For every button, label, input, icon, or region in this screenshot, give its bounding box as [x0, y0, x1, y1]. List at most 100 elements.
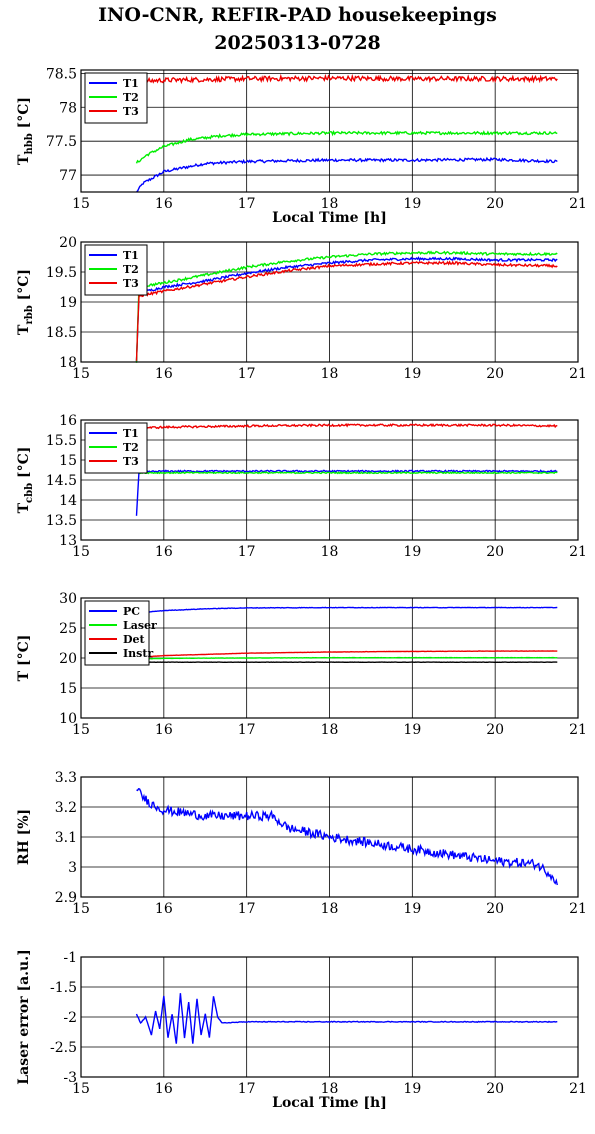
- legend-label: T1: [123, 77, 139, 90]
- legend-label: T1: [123, 249, 139, 262]
- legend-label: Det: [123, 633, 146, 646]
- panel-6: 15 16 17 18 19 20 21 -3 -2.5 -2 -1.5 -1 Local Time […: [16, 949, 587, 1111]
- x-tick-label: 19: [403, 366, 421, 382]
- y-tick-label: 3.2: [55, 800, 77, 816]
- panel-5: 15 16 17 18 19 20 21 2.9 3 3.1 3.2 3.3 RH [%]: [16, 770, 587, 917]
- x-tick-label: 18: [321, 722, 339, 738]
- panel-1: 15 16 17 18 19 20 21 77 77.5 78 78.5 Local Time [h]…: [16, 66, 587, 226]
- x-tick-label: 17: [238, 196, 256, 212]
- series-line-det: [136, 650, 558, 659]
- x-tick-label: 15: [72, 722, 90, 738]
- y-tick-label: 13.5: [46, 513, 77, 529]
- y-tick-label: 78.5: [46, 66, 77, 82]
- plot-frame: [80, 956, 579, 1078]
- y-tick-label: 15: [59, 453, 77, 469]
- legend-label: T2: [123, 91, 139, 104]
- legend-label: Laser: [123, 619, 157, 632]
- y-tick-label: 3: [68, 860, 77, 876]
- x-tick-label: 19: [403, 1081, 421, 1097]
- x-tick-label: 17: [238, 366, 256, 382]
- y-tick-label: 15.5: [46, 433, 77, 449]
- legend-label: T3: [123, 105, 139, 118]
- y-tick-label: 25: [59, 621, 77, 637]
- x-tick-label: 20: [486, 1081, 504, 1097]
- x-tick-label: 16: [155, 1081, 173, 1097]
- y-tick-label: 19: [59, 295, 77, 311]
- x-tick-label: 20: [486, 901, 504, 917]
- x-tick-label: 20: [486, 544, 504, 560]
- x-tick-label: 20: [486, 366, 504, 382]
- x-tick-label: 16: [155, 196, 173, 212]
- series-line-data: [136, 788, 558, 886]
- x-tick-label: 19: [403, 901, 421, 917]
- y-tick-label: 2.9: [55, 890, 77, 906]
- y-tick-label: 30: [59, 591, 77, 607]
- y-tick-label: -1.5: [50, 980, 77, 996]
- series-line-t2: [138, 471, 558, 475]
- series-line-pc: [136, 606, 558, 614]
- x-tick-label: 18: [321, 366, 339, 382]
- x-tick-label: 20: [486, 196, 504, 212]
- x-tick-label: 16: [155, 722, 173, 738]
- x-tick-label: 19: [403, 196, 421, 212]
- legend-label: T1: [123, 427, 139, 440]
- y-tick-label: 77: [59, 168, 77, 184]
- y-tick-label: 19.5: [46, 265, 77, 281]
- x-tick-label: 18: [321, 901, 339, 917]
- x-tick-label: 18: [321, 1081, 339, 1097]
- legend-label: T2: [123, 441, 139, 454]
- plot-frame: [80, 776, 579, 898]
- x-tick-label: 19: [403, 722, 421, 738]
- x-tick-label: 15: [72, 544, 90, 560]
- x-tick-label: 17: [238, 1081, 256, 1097]
- x-tick-label: 21: [569, 722, 587, 738]
- plot-frame: [80, 597, 579, 719]
- x-tick-label: 17: [238, 722, 256, 738]
- x-axis-label: Local Time [h]: [272, 210, 387, 226]
- x-tick-label: 21: [569, 196, 587, 212]
- legend-label: PC: [123, 605, 140, 618]
- y-tick-label: 16: [59, 413, 77, 429]
- x-tick-label: 15: [72, 1081, 90, 1097]
- x-tick-label: 15: [72, 901, 90, 917]
- y-tick-label: 10: [59, 711, 77, 727]
- series-line-t1: [135, 256, 558, 363]
- plot-frame: [80, 241, 579, 363]
- chart-date-subtitle: 20250313-0728: [214, 32, 381, 54]
- y-axis-label: Tcbb [°C]: [16, 447, 35, 514]
- y-tick-label: 20: [59, 235, 77, 251]
- y-axis-label: Laser error [a.u.]: [16, 949, 32, 1084]
- series-line-t2: [135, 130, 558, 164]
- y-tick-label: 78: [59, 100, 77, 116]
- x-tick-label: 15: [72, 196, 90, 212]
- x-tick-label: 19: [403, 544, 421, 560]
- series-line-t2: [135, 250, 558, 363]
- x-tick-label: 21: [569, 1081, 587, 1097]
- y-tick-label: 77.5: [46, 134, 77, 150]
- series-line-t3: [135, 73, 558, 85]
- y-tick-label: 18.5: [46, 325, 77, 341]
- y-tick-label: 3.1: [55, 830, 77, 846]
- x-tick-label: 16: [155, 366, 173, 382]
- y-tick-label: 18: [59, 355, 77, 371]
- y-tick-label: 15: [59, 681, 77, 697]
- x-tick-label: 18: [321, 196, 339, 212]
- y-tick-label: -3: [63, 1070, 77, 1086]
- x-tick-label: 21: [569, 901, 587, 917]
- series-line-t3: [135, 260, 558, 361]
- y-axis-label: RH [%]: [16, 809, 32, 865]
- series-line-t3: [136, 423, 558, 430]
- series-line-data: [135, 993, 558, 1044]
- y-tick-label: 20: [59, 651, 77, 667]
- y-tick-label: 3.3: [55, 770, 77, 786]
- x-tick-label: 18: [321, 544, 339, 560]
- chart-title: INO-CNR, REFIR-PAD housekeepings: [98, 4, 497, 26]
- y-tick-label: -1: [63, 950, 77, 966]
- x-tick-label: 17: [238, 544, 256, 560]
- series-line-t1: [136, 156, 558, 193]
- y-tick-label: -2.5: [50, 1040, 77, 1056]
- x-tick-label: 21: [569, 544, 587, 560]
- x-tick-label: 20: [486, 722, 504, 738]
